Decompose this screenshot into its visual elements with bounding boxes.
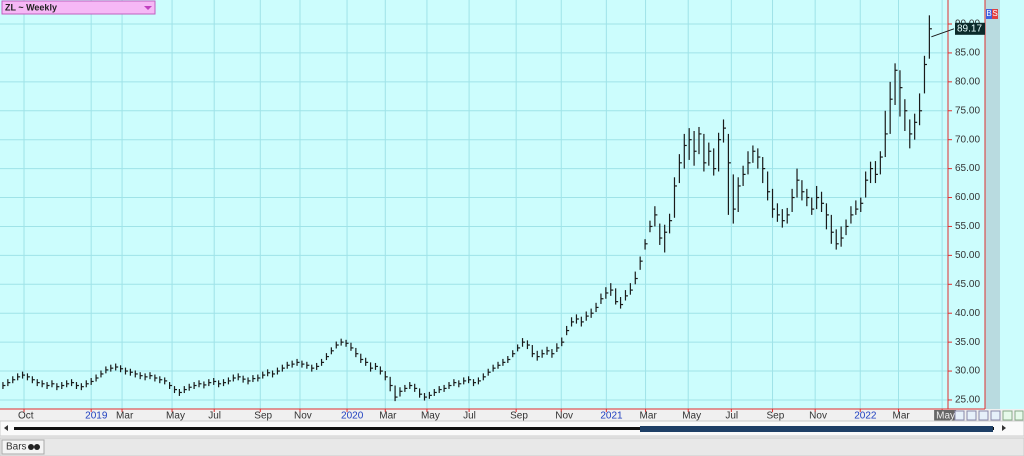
x-tick-label: Sep [254,411,272,422]
last-price-label: 89.17 [957,23,982,34]
x-tick-label: Mar [379,411,397,422]
buy-label: B [986,9,991,18]
y-tick-label: 75.00 [955,105,980,116]
x-tick-label: Nov [294,411,312,422]
tab-bar [0,437,1024,456]
scroll-thumb[interactable] [640,426,993,432]
x-tick-label: Jul [208,411,221,422]
x-tick-label: May [682,411,701,422]
x-tick-label: 2022 [854,411,877,422]
x-tick-label: 2019 [85,411,108,422]
right-pad [1000,0,1024,409]
x-tick-label: Sep [510,411,528,422]
scroll-left[interactable] [4,425,8,431]
tool-button[interactable] [966,410,977,421]
labels: 25.00 30.00 35.00 40.00 45.00 50.00 55.00 60.00… [18,19,985,422]
tab-icon [34,444,40,450]
x-tick-label: May [936,411,955,422]
y-tick-label: 25.00 [955,395,980,406]
last-price-pointer [931,28,955,38]
x-tick-label: Jul [463,411,476,422]
x-tick-label: May [166,411,185,422]
x-tick-label: Mar [892,411,910,422]
scroll-right[interactable] [1002,425,1006,431]
y-tick-label: 80.00 [955,76,980,87]
x-tick-label: Nov [809,411,827,422]
x-tick-label: Jul [725,411,738,422]
x-tick-label: Sep [767,411,785,422]
buy-button[interactable] [986,9,992,19]
symbol-dropdown[interactable] [1,0,156,15]
plot-area [0,0,985,409]
x-tick-label: Oct [18,411,34,422]
y-tick-label: 60.00 [955,192,980,203]
y-tick-label: 70.00 [955,134,980,145]
tool-button[interactable] [1014,410,1024,421]
y-tick-label: 50.00 [955,250,980,261]
x-tick-label: 2021 [600,411,623,422]
y-tick-label: 40.00 [955,308,980,319]
x-tick-label: Mar [116,411,134,422]
toolbar-buttons [954,410,1024,421]
last-price-box [955,22,985,35]
x-tick-label: May [421,411,440,422]
y-tick-label: 65.00 [955,163,980,174]
side-strip [985,0,1000,409]
sell-button[interactable] [992,9,998,19]
tool-button[interactable] [1002,410,1013,421]
tab-icon [28,444,34,450]
grid [0,0,948,409]
x-tick-label: Nov [555,411,573,422]
y-tick-label: 45.00 [955,279,980,290]
tool-button[interactable] [990,410,1001,421]
tool-button[interactable] [978,410,989,421]
y-tick-label: 85.00 [955,48,980,59]
scroll-track [14,427,994,430]
chart-title: ZL ~ Weekly [5,2,57,12]
sell-label: S [992,9,997,18]
tool-button[interactable] [954,410,965,421]
tab-label: Bars [6,442,27,453]
current-period [934,410,957,421]
bars-tab[interactable] [1,439,45,455]
y-tick-label: 55.00 [955,221,980,232]
y-tick-label: 35.00 [955,337,980,348]
x-tick-label: Mar [640,411,658,422]
x-tick-label: 2020 [341,411,364,422]
y-tick-label: 30.00 [955,366,980,377]
bars [2,15,932,402]
dropdown-arrow [144,6,152,10]
